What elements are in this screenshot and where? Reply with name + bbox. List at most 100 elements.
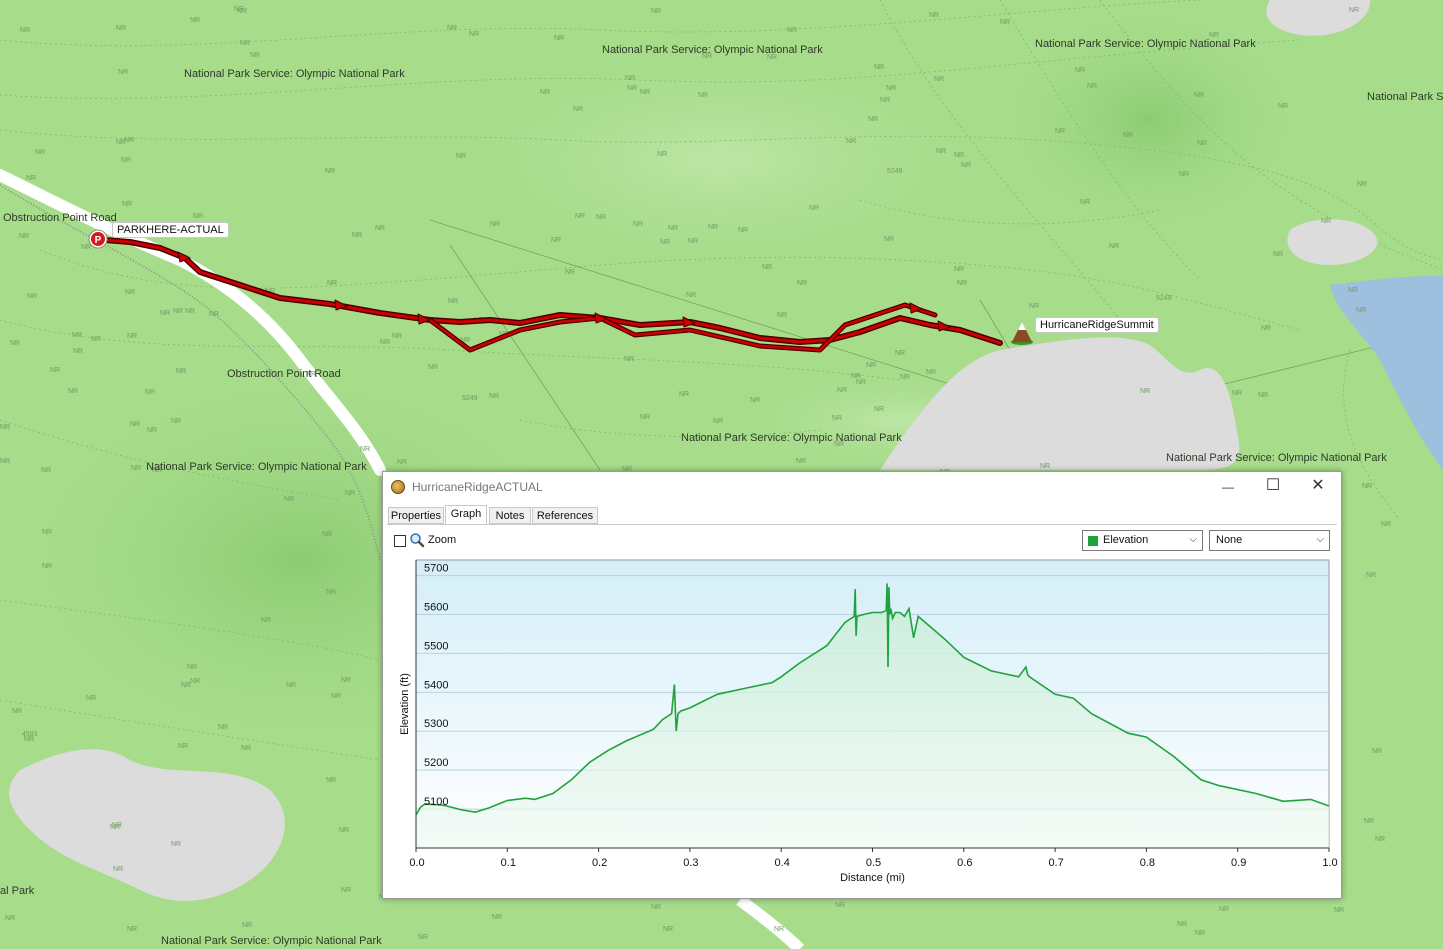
nr-mark: NR	[116, 25, 126, 32]
nr-mark: NR	[851, 373, 861, 380]
nr-mark: NR	[26, 175, 36, 182]
app-icon	[391, 480, 405, 494]
nr-mark: NR	[596, 214, 606, 221]
primary-series-value: Elevation	[1103, 534, 1149, 546]
secondary-series-select[interactable]: None ⌵	[1209, 530, 1330, 551]
parking-icon[interactable]: P	[88, 229, 108, 249]
window-titlebar[interactable]: HurricaneRidgeACTUAL — ☐ ✕	[383, 472, 1341, 502]
nr-mark: NR	[131, 465, 141, 472]
nr-mark: NR	[668, 225, 678, 232]
nr-mark: NR	[1357, 181, 1367, 188]
nr-mark: NR	[0, 424, 10, 431]
nr-mark: NR	[1356, 307, 1366, 314]
nr-mark: NR	[127, 333, 137, 340]
nr-mark: NR	[456, 153, 466, 160]
nr-mark: NR	[540, 89, 550, 96]
nr-mark: NR	[10, 340, 20, 347]
track-direction-arrows	[177, 251, 951, 332]
nr-mark: NR	[900, 374, 910, 381]
elevation-area	[416, 583, 1329, 848]
snow-patch	[1266, 0, 1371, 36]
nr-mark: NR	[241, 745, 251, 752]
nr-mark: NR	[1334, 907, 1344, 914]
nr-mark: NR	[152, 467, 162, 474]
nr-mark: NR	[1109, 243, 1119, 250]
waypoint-label-summit[interactable]: HurricaneRidgeSummit	[1035, 317, 1159, 333]
nr-mark: NR	[187, 664, 197, 671]
nr-mark: NR	[837, 387, 847, 394]
nr-mark: NR	[686, 292, 696, 299]
nr-mark: NR	[380, 339, 390, 346]
nr-mark: NR	[447, 25, 457, 32]
nr-mark: NR	[1258, 392, 1268, 399]
nr-mark: NR	[286, 682, 296, 689]
zoom-checkbox[interactable]	[394, 535, 406, 547]
nr-mark: NR	[936, 148, 946, 155]
summit-icon[interactable]	[1011, 322, 1033, 345]
nr-mark: NR	[113, 866, 123, 873]
nr-mark: NR	[242, 922, 252, 929]
nr-mark: NR	[178, 743, 188, 750]
elevation-chart[interactable]: 0.0 0.1 0.2 0.3 0.4 0.5 0.6 0.7 0.8 0.9 1.0 5100 52…	[383, 554, 1341, 894]
road-label: Obstruction Point Road	[227, 368, 341, 380]
nr-mark: NR	[265, 288, 275, 295]
y-tick-label: 5100	[424, 796, 448, 808]
nr-mark: NR	[72, 332, 82, 339]
nr-mark: NR	[1261, 325, 1271, 332]
nr-mark: NR	[762, 264, 772, 271]
close-button[interactable]: ✕	[1311, 477, 1325, 494]
nr-mark: NR	[193, 213, 203, 220]
nr-mark: NR	[713, 418, 723, 425]
nr-mark: NR	[954, 152, 964, 159]
elevation-label: 5249	[462, 395, 478, 402]
nr-mark: NR	[1140, 388, 1150, 395]
area-label: National Park Service: Olympic National …	[1035, 38, 1256, 50]
x-tick-label: 0.7	[1048, 857, 1063, 869]
nr-mark: NR	[171, 841, 181, 848]
primary-series-select[interactable]: Elevation ⌵	[1082, 530, 1203, 551]
zoom-label: Zoom	[428, 534, 457, 546]
nr-mark: NR	[50, 367, 60, 374]
x-tick-label: 0.4	[775, 857, 790, 869]
nr-mark: NR	[127, 926, 137, 933]
tab-notes[interactable]: Notes	[489, 507, 531, 524]
nr-mark: NR	[209, 311, 219, 318]
elevation-label: 5249	[1156, 295, 1172, 302]
minimize-button[interactable]: —	[1222, 480, 1234, 494]
tab-graph[interactable]: Graph	[445, 505, 487, 525]
elevation-line	[415, 583, 1330, 816]
nr-mark: NR	[1000, 19, 1010, 26]
tab-divider	[387, 524, 1337, 525]
nr-mark: NR	[326, 589, 336, 596]
maximize-button[interactable]: ☐	[1265, 477, 1281, 494]
nr-mark: NR	[926, 369, 936, 376]
nr-mark: NR	[886, 85, 896, 92]
nr-mark: NR	[957, 280, 967, 287]
nr-mark: NR	[124, 137, 134, 144]
nr-mark: NR	[234, 6, 244, 13]
nr-mark: NR	[880, 97, 890, 104]
nr-mark: NR	[622, 466, 632, 473]
nr-mark: NR	[895, 350, 905, 357]
gps-track[interactable]	[102, 237, 1003, 353]
nr-mark: NR	[397, 459, 407, 466]
nr-mark: NR	[1348, 287, 1358, 294]
nr-mark: NR	[554, 35, 564, 42]
tab-references[interactable]: References	[532, 507, 598, 524]
tab-properties[interactable]: Properties	[388, 507, 444, 524]
nr-mark: NR	[640, 89, 650, 96]
nr-mark: NR	[1381, 521, 1391, 528]
nr-mark: NR	[341, 887, 351, 894]
nr-mark: NR	[777, 312, 787, 319]
nr-mark: NR	[261, 617, 271, 624]
nr-mark: NR	[834, 441, 844, 448]
nr-mark: NR	[325, 168, 335, 175]
nr-mark: NR	[874, 64, 884, 71]
nr-mark: NR	[1177, 921, 1187, 928]
nr-mark: NR	[809, 205, 819, 212]
nr-mark: NR	[110, 824, 120, 831]
nr-mark: NR	[651, 904, 661, 911]
waypoint-label-parkhere[interactable]: PARKHERE-ACTUAL	[112, 222, 229, 238]
nr-mark: NR	[1029, 303, 1039, 310]
nr-mark: NR	[934, 76, 944, 83]
